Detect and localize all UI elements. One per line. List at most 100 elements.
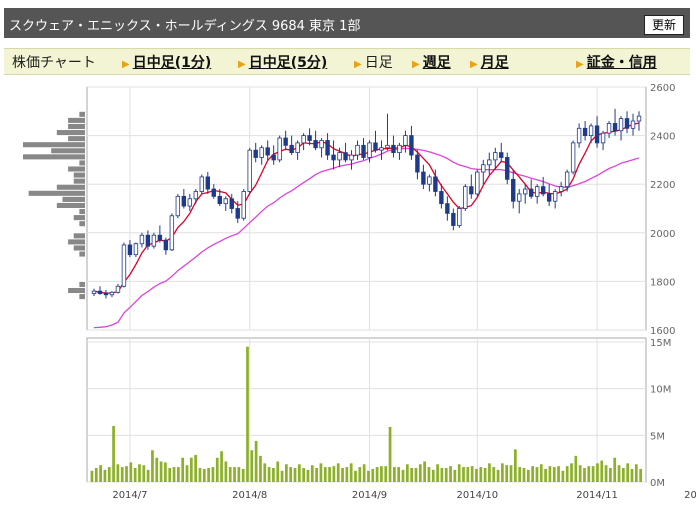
volume-bar <box>552 467 556 482</box>
volume-bar <box>518 467 522 482</box>
volume-bar <box>189 457 193 482</box>
x-tick-label: 2014/8 <box>232 490 267 501</box>
candle-body <box>223 198 228 205</box>
volume-bar <box>228 467 232 482</box>
volume-bar <box>125 466 128 482</box>
candle-body <box>594 125 600 144</box>
candle-body <box>612 123 618 132</box>
volume-bar <box>315 468 318 482</box>
volume-bar <box>151 450 154 482</box>
volume-bar <box>561 470 565 482</box>
volume-bar <box>159 461 163 482</box>
volume-bar <box>423 461 426 482</box>
refresh-button[interactable]: 更新 <box>644 15 684 35</box>
volume-bar <box>431 469 435 482</box>
volume-bar <box>289 467 293 482</box>
x-tick-label: 2014/11 <box>576 490 618 501</box>
candle-body <box>540 186 546 195</box>
volume-bar <box>146 469 150 482</box>
candle-body <box>121 244 127 287</box>
volume-bar <box>401 469 405 482</box>
volume-bar <box>449 466 452 482</box>
volume-bar <box>418 464 422 482</box>
x-tick-label: 2014/7 <box>112 490 147 501</box>
nav-item-monthly[interactable]: ▶ 月足 <box>470 55 509 71</box>
nav-item-intraday-5min[interactable]: ▶ 日中足(5分) <box>238 55 328 71</box>
volume-bar <box>107 467 111 482</box>
candle-body <box>403 135 408 146</box>
volume-profile-bar <box>79 160 85 166</box>
candle-body <box>624 118 630 129</box>
volume-bar <box>323 467 327 482</box>
price-tick-label: 2400 <box>650 132 675 143</box>
candle-body <box>289 144 294 154</box>
candle-body <box>319 140 324 149</box>
stock-chart: 1600 1800 2000 2200 2400 2600 2014/7 2014/8 2014… <box>23 83 696 501</box>
volume-bar <box>177 467 180 482</box>
volume-bar <box>535 467 539 482</box>
volume-profile-bar <box>51 148 85 154</box>
price-tick-label: 2200 <box>650 180 675 191</box>
volume-bar <box>207 468 210 482</box>
volume-profile-bar <box>28 190 85 196</box>
candle-body <box>331 154 336 161</box>
volume-bar <box>565 466 569 482</box>
volume-bar <box>621 468 625 482</box>
volume-bar <box>138 464 141 482</box>
volume-bar <box>634 464 638 482</box>
volume-bar <box>280 470 284 482</box>
volume-bar <box>367 470 370 482</box>
volume-bar <box>393 467 396 482</box>
volume-profile-bar <box>68 287 85 294</box>
candle-body <box>355 144 360 156</box>
volume-bar <box>380 466 383 482</box>
candle-body <box>433 176 438 192</box>
volume-bar <box>362 464 366 482</box>
candle-body <box>373 142 378 151</box>
arrow-icon: ▶ <box>238 59 246 70</box>
candle-body <box>169 215 175 251</box>
volume-bar <box>259 455 262 482</box>
candle-body <box>385 144 390 149</box>
volume-profile-bar <box>79 294 85 300</box>
volume-bar <box>475 468 478 482</box>
candle-body <box>463 186 468 209</box>
candle-body <box>295 142 300 154</box>
volume-bar <box>587 466 591 482</box>
candle-body <box>606 123 612 134</box>
volume-profile-bar <box>68 239 85 245</box>
volume-bar <box>479 467 483 482</box>
volume-bar <box>349 463 353 482</box>
volume-bar <box>557 466 560 482</box>
candle-body <box>181 195 187 207</box>
candle-body <box>247 149 252 192</box>
volume-bar <box>285 464 288 482</box>
volume-bar <box>336 463 340 482</box>
nav-item-weekly[interactable]: ▶ 週足 <box>412 55 451 71</box>
candle-body <box>457 208 462 226</box>
volume-bar <box>544 468 547 482</box>
volume-bar <box>194 454 198 482</box>
volume-profile-bar <box>73 178 85 184</box>
volume-bar <box>129 462 133 482</box>
volume-panel <box>86 337 647 483</box>
price-tick-label: 2000 <box>650 229 675 240</box>
candle-body <box>211 188 216 197</box>
candle-body <box>558 186 564 192</box>
volume-bar <box>133 468 137 482</box>
price-tick-label: 1600 <box>650 326 675 337</box>
volume-bar <box>453 469 457 482</box>
x-tick-label: 2014/9 <box>352 490 387 501</box>
candle-body <box>570 142 576 173</box>
nav-item-margin[interactable]: ▶ 証金・信用 <box>576 55 657 71</box>
candle-body <box>636 115 642 122</box>
candle-body <box>337 152 342 161</box>
nav-item-intraday-1min[interactable]: ▶ 日中足(1分) <box>122 55 212 71</box>
volume-bar <box>570 463 573 482</box>
x-tick-label: 2014/12 <box>684 490 696 501</box>
volume-bar <box>583 468 586 482</box>
volume-bar <box>341 468 344 482</box>
volume-bar <box>613 457 617 482</box>
moving-average-long-line <box>93 147 640 329</box>
volume-bar <box>90 470 94 482</box>
